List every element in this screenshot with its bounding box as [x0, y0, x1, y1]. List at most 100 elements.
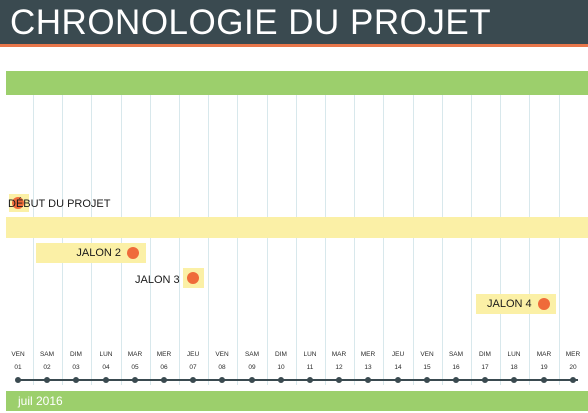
milestone-4-marker	[538, 298, 550, 310]
axis-day-marker	[541, 377, 547, 383]
day-number: 18	[510, 364, 518, 371]
day-of-week: MER	[565, 351, 581, 358]
day-label: SAM 09	[238, 350, 266, 372]
day-of-week: LUN	[303, 351, 317, 358]
day-of-week: DIM	[70, 351, 82, 358]
day-label: VEN 15	[413, 350, 441, 372]
day-number: 16	[452, 364, 460, 371]
grid-line	[413, 95, 414, 385]
milestone-4-text: JALON 4	[487, 298, 532, 310]
milestone-3-marker	[187, 272, 199, 284]
day-of-week: DIM	[275, 351, 287, 358]
day-number: 06	[160, 364, 168, 371]
axis-day-marker	[161, 377, 167, 383]
day-of-week: LUN	[99, 351, 113, 358]
day-number: 09	[248, 364, 256, 371]
day-of-week: MAR	[331, 351, 347, 358]
day-label: VEN 08	[208, 350, 236, 372]
day-number: 15	[423, 364, 431, 371]
day-of-week: JEU	[391, 351, 405, 358]
axis-day-marker	[103, 377, 109, 383]
grid-line	[33, 95, 34, 385]
day-label: LUN 18	[500, 350, 528, 372]
grid-line	[529, 95, 530, 385]
day-of-week: LUN	[507, 351, 521, 358]
grid-line	[442, 95, 443, 385]
day-number: 19	[540, 364, 548, 371]
day-label: MAR 05	[121, 350, 149, 372]
grid-line	[150, 95, 151, 385]
timeline-axis	[16, 379, 578, 381]
grid-line	[325, 95, 326, 385]
grid-line	[121, 95, 122, 385]
axis-day-marker	[278, 377, 284, 383]
grid-line	[500, 95, 501, 385]
day-of-week: JEU	[186, 351, 200, 358]
month-band: juil 2016	[6, 391, 588, 411]
day-number: 14	[394, 364, 402, 371]
axis-day-marker	[395, 377, 401, 383]
day-label: SAM 02	[33, 350, 61, 372]
day-label: MER 06	[150, 350, 178, 372]
day-label: MAR 12	[325, 350, 353, 372]
day-label: MER 13	[354, 350, 382, 372]
day-label: MER 20	[559, 350, 587, 372]
axis-day-marker	[15, 377, 21, 383]
grid-line	[267, 95, 268, 385]
grid-line	[471, 95, 472, 385]
axis-day-marker	[424, 377, 430, 383]
day-label: LUN 11	[296, 350, 324, 372]
middle-band	[6, 217, 588, 238]
day-label: DIM 03	[62, 350, 90, 372]
axis-day-marker	[336, 377, 342, 383]
grid-line	[354, 95, 355, 385]
day-label: DIM 17	[471, 350, 499, 372]
axis-day-marker	[365, 377, 371, 383]
day-of-week: VEN	[11, 351, 25, 358]
grid-line	[296, 95, 297, 385]
axis-day-marker	[73, 377, 79, 383]
day-of-week: MAR	[536, 351, 552, 358]
month-label: juil 2016	[18, 394, 63, 408]
axis-day-marker	[511, 377, 517, 383]
axis-day-marker	[249, 377, 255, 383]
day-number: 12	[335, 364, 343, 371]
axis-day-marker	[132, 377, 138, 383]
timeline-grid	[0, 95, 588, 385]
milestone-2-label: JALON 2	[36, 243, 146, 263]
day-number: 05	[131, 364, 139, 371]
milestone-4-label: JALON 4	[476, 294, 556, 314]
day-number: 11	[306, 364, 314, 371]
day-label: SAM 16	[442, 350, 470, 372]
milestone-3-label: JALON 3	[135, 274, 180, 286]
axis-day-marker	[570, 377, 576, 383]
day-of-week: DIM	[479, 351, 491, 358]
day-of-week: MAR	[127, 351, 143, 358]
day-number: 10	[277, 364, 285, 371]
day-number: 07	[189, 364, 197, 371]
axis-day-marker	[44, 377, 50, 383]
milestone-2-text: JALON 2	[76, 247, 121, 259]
day-label: DIM 10	[267, 350, 295, 372]
grid-line	[383, 95, 384, 385]
axis-day-marker	[190, 377, 196, 383]
day-of-week: SAM	[39, 351, 55, 358]
day-number: 01	[14, 364, 22, 371]
axis-day-marker	[453, 377, 459, 383]
day-of-week: SAM	[448, 351, 464, 358]
day-number: 03	[72, 364, 80, 371]
day-label: LUN 04	[92, 350, 120, 372]
day-label: MAR 19	[530, 350, 558, 372]
top-band	[6, 71, 588, 95]
grid-line	[179, 95, 180, 385]
day-number: 08	[218, 364, 226, 371]
day-number: 17	[481, 364, 489, 371]
milestone-1-label: DÉBUT DU PROJET	[8, 198, 111, 210]
header-bar: CHRONOLOGIE DU PROJET	[0, 0, 588, 47]
day-number: 20	[569, 364, 577, 371]
grid-line	[208, 95, 209, 385]
axis-day-marker	[219, 377, 225, 383]
grid-line	[559, 95, 560, 385]
axis-day-marker	[482, 377, 488, 383]
day-number: 13	[364, 364, 372, 371]
